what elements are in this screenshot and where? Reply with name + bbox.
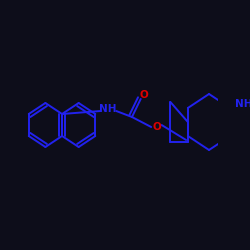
- Text: O: O: [152, 122, 161, 132]
- Text: NH: NH: [236, 99, 250, 109]
- Text: O: O: [140, 90, 148, 100]
- Text: NH: NH: [99, 104, 116, 114]
